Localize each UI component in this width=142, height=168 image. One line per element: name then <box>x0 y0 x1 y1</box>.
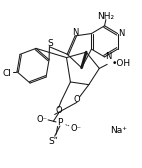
Text: O⁻: O⁻ <box>37 115 48 124</box>
Text: N: N <box>73 28 79 37</box>
Text: N: N <box>105 52 111 61</box>
Text: S: S <box>47 39 53 48</box>
Text: O: O <box>55 106 62 115</box>
Text: •OH: •OH <box>112 58 131 68</box>
Text: Cl: Cl <box>2 69 11 78</box>
Text: O⁻: O⁻ <box>71 124 82 133</box>
Text: Na⁺: Na⁺ <box>110 126 128 135</box>
Text: NH₂: NH₂ <box>97 12 114 22</box>
Text: O: O <box>74 95 80 104</box>
Text: Sʺ: Sʺ <box>48 137 58 146</box>
Text: N: N <box>118 29 124 38</box>
Text: P: P <box>57 118 63 127</box>
